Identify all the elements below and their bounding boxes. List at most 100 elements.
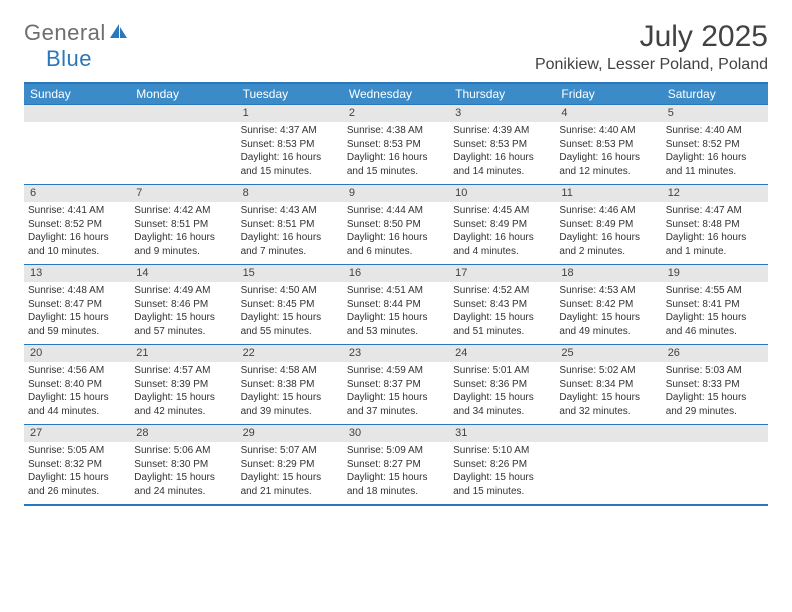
day-number: 11 — [555, 185, 661, 202]
sunrise-text: Sunrise: 4:58 AM — [241, 364, 339, 378]
sunrise-text: Sunrise: 4:55 AM — [666, 284, 764, 298]
sunrise-text: Sunrise: 5:07 AM — [241, 444, 339, 458]
day-cell — [130, 105, 236, 184]
daylight-text: Daylight: 15 hours and 15 minutes. — [453, 471, 551, 498]
sunset-text: Sunset: 8:47 PM — [28, 298, 126, 312]
day-number: 24 — [449, 345, 555, 362]
sunset-text: Sunset: 8:50 PM — [347, 218, 445, 232]
sunrise-text: Sunrise: 4:59 AM — [347, 364, 445, 378]
sunset-text: Sunset: 8:26 PM — [453, 458, 551, 472]
day-content: Sunrise: 4:52 AMSunset: 8:43 PMDaylight:… — [449, 282, 555, 344]
calendar-grid: Sunday Monday Tuesday Wednesday Thursday… — [24, 82, 768, 506]
day-content: Sunrise: 5:06 AMSunset: 8:30 PMDaylight:… — [130, 442, 236, 504]
sunset-text: Sunset: 8:51 PM — [241, 218, 339, 232]
sunrise-text: Sunrise: 5:02 AM — [559, 364, 657, 378]
day-content: Sunrise: 4:53 AMSunset: 8:42 PMDaylight:… — [555, 282, 661, 344]
day-cell: 12Sunrise: 4:47 AMSunset: 8:48 PMDayligh… — [662, 185, 768, 264]
day-number: 8 — [237, 185, 343, 202]
day-number: 26 — [662, 345, 768, 362]
day-number: 30 — [343, 425, 449, 442]
day-content: Sunrise: 4:49 AMSunset: 8:46 PMDaylight:… — [130, 282, 236, 344]
day-number: 3 — [449, 105, 555, 122]
day-number: 23 — [343, 345, 449, 362]
day-content: Sunrise: 4:39 AMSunset: 8:53 PMDaylight:… — [449, 122, 555, 184]
daylight-text: Daylight: 15 hours and 21 minutes. — [241, 471, 339, 498]
day-content: Sunrise: 4:59 AMSunset: 8:37 PMDaylight:… — [343, 362, 449, 424]
day-cell: 28Sunrise: 5:06 AMSunset: 8:30 PMDayligh… — [130, 425, 236, 504]
sunrise-text: Sunrise: 4:38 AM — [347, 124, 445, 138]
sunset-text: Sunset: 8:49 PM — [559, 218, 657, 232]
daylight-text: Daylight: 16 hours and 15 minutes. — [241, 151, 339, 178]
daylight-text: Daylight: 16 hours and 9 minutes. — [134, 231, 232, 258]
day-cell: 31Sunrise: 5:10 AMSunset: 8:26 PMDayligh… — [449, 425, 555, 504]
sunrise-text: Sunrise: 4:51 AM — [347, 284, 445, 298]
day-number — [662, 425, 768, 442]
day-cell: 1Sunrise: 4:37 AMSunset: 8:53 PMDaylight… — [237, 105, 343, 184]
daylight-text: Daylight: 15 hours and 29 minutes. — [666, 391, 764, 418]
month-title: July 2025 — [535, 20, 768, 54]
day-number: 2 — [343, 105, 449, 122]
day-cell: 24Sunrise: 5:01 AMSunset: 8:36 PMDayligh… — [449, 345, 555, 424]
daylight-text: Daylight: 16 hours and 7 minutes. — [241, 231, 339, 258]
day-content: Sunrise: 4:51 AMSunset: 8:44 PMDaylight:… — [343, 282, 449, 344]
day-number — [130, 105, 236, 122]
sunrise-text: Sunrise: 4:57 AM — [134, 364, 232, 378]
daylight-text: Daylight: 16 hours and 4 minutes. — [453, 231, 551, 258]
day-number: 5 — [662, 105, 768, 122]
day-content: Sunrise: 4:41 AMSunset: 8:52 PMDaylight:… — [24, 202, 130, 264]
day-cell: 4Sunrise: 4:40 AMSunset: 8:53 PMDaylight… — [555, 105, 661, 184]
day-cell: 19Sunrise: 4:55 AMSunset: 8:41 PMDayligh… — [662, 265, 768, 344]
daylight-text: Daylight: 15 hours and 55 minutes. — [241, 311, 339, 338]
day-cell: 2Sunrise: 4:38 AMSunset: 8:53 PMDaylight… — [343, 105, 449, 184]
day-cell: 20Sunrise: 4:56 AMSunset: 8:40 PMDayligh… — [24, 345, 130, 424]
sunrise-text: Sunrise: 5:10 AM — [453, 444, 551, 458]
day-content: Sunrise: 4:50 AMSunset: 8:45 PMDaylight:… — [237, 282, 343, 344]
day-number: 4 — [555, 105, 661, 122]
day-cell: 22Sunrise: 4:58 AMSunset: 8:38 PMDayligh… — [237, 345, 343, 424]
daylight-text: Daylight: 15 hours and 39 minutes. — [241, 391, 339, 418]
sunset-text: Sunset: 8:40 PM — [28, 378, 126, 392]
day-cell: 5Sunrise: 4:40 AMSunset: 8:52 PMDaylight… — [662, 105, 768, 184]
week-row: 27Sunrise: 5:05 AMSunset: 8:32 PMDayligh… — [24, 424, 768, 504]
daylight-text: Daylight: 15 hours and 51 minutes. — [453, 311, 551, 338]
dayhead-thursday: Thursday — [449, 84, 555, 104]
day-content: Sunrise: 4:37 AMSunset: 8:53 PMDaylight:… — [237, 122, 343, 184]
sunrise-text: Sunrise: 4:41 AM — [28, 204, 126, 218]
sunrise-text: Sunrise: 4:53 AM — [559, 284, 657, 298]
day-content: Sunrise: 4:58 AMSunset: 8:38 PMDaylight:… — [237, 362, 343, 424]
daylight-text: Daylight: 15 hours and 57 minutes. — [134, 311, 232, 338]
day-number: 22 — [237, 345, 343, 362]
day-cell — [24, 105, 130, 184]
sunset-text: Sunset: 8:53 PM — [453, 138, 551, 152]
dayhead-monday: Monday — [130, 84, 236, 104]
day-content: Sunrise: 4:42 AMSunset: 8:51 PMDaylight:… — [130, 202, 236, 264]
sunset-text: Sunset: 8:43 PM — [453, 298, 551, 312]
day-number: 12 — [662, 185, 768, 202]
day-content: Sunrise: 5:07 AMSunset: 8:29 PMDaylight:… — [237, 442, 343, 504]
day-content: Sunrise: 4:45 AMSunset: 8:49 PMDaylight:… — [449, 202, 555, 264]
sunset-text: Sunset: 8:44 PM — [347, 298, 445, 312]
day-cell: 26Sunrise: 5:03 AMSunset: 8:33 PMDayligh… — [662, 345, 768, 424]
day-number: 28 — [130, 425, 236, 442]
sail-icon — [108, 22, 128, 45]
day-number: 14 — [130, 265, 236, 282]
dayhead-saturday: Saturday — [662, 84, 768, 104]
day-cell: 8Sunrise: 4:43 AMSunset: 8:51 PMDaylight… — [237, 185, 343, 264]
day-cell: 15Sunrise: 4:50 AMSunset: 8:45 PMDayligh… — [237, 265, 343, 344]
day-content: Sunrise: 5:02 AMSunset: 8:34 PMDaylight:… — [555, 362, 661, 424]
day-number: 20 — [24, 345, 130, 362]
sunrise-text: Sunrise: 4:40 AM — [666, 124, 764, 138]
day-cell: 13Sunrise: 4:48 AMSunset: 8:47 PMDayligh… — [24, 265, 130, 344]
day-content: Sunrise: 4:56 AMSunset: 8:40 PMDaylight:… — [24, 362, 130, 424]
sunset-text: Sunset: 8:41 PM — [666, 298, 764, 312]
dayhead-sunday: Sunday — [24, 84, 130, 104]
week-row: 6Sunrise: 4:41 AMSunset: 8:52 PMDaylight… — [24, 184, 768, 264]
day-content: Sunrise: 4:43 AMSunset: 8:51 PMDaylight:… — [237, 202, 343, 264]
sunset-text: Sunset: 8:53 PM — [241, 138, 339, 152]
sunrise-text: Sunrise: 5:01 AM — [453, 364, 551, 378]
day-number: 19 — [662, 265, 768, 282]
day-content: Sunrise: 4:57 AMSunset: 8:39 PMDaylight:… — [130, 362, 236, 424]
sunrise-text: Sunrise: 4:47 AM — [666, 204, 764, 218]
title-block: July 2025 Ponikiew, Lesser Poland, Polan… — [535, 20, 768, 74]
daylight-text: Daylight: 16 hours and 1 minute. — [666, 231, 764, 258]
